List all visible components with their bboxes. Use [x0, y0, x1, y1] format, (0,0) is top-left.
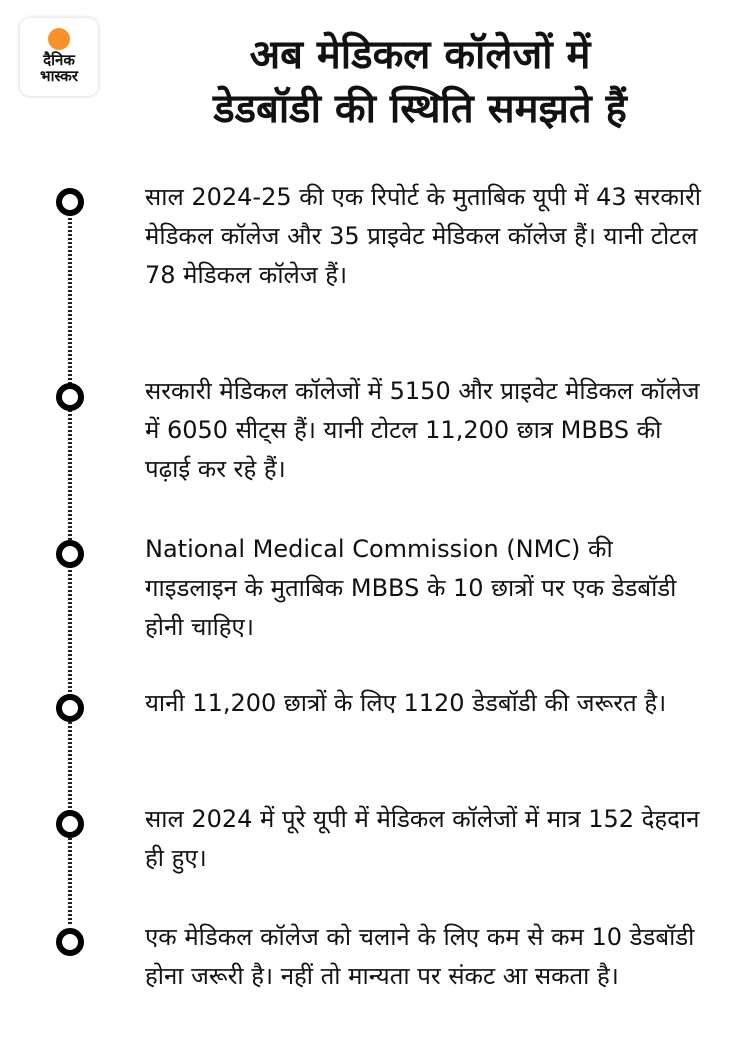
- timeline-node-icon: [56, 188, 84, 216]
- timeline-node-icon: [56, 928, 84, 956]
- timeline-dotted-line: [68, 214, 72, 926]
- timeline-node-icon: [56, 810, 84, 838]
- timeline-node-icon: [56, 383, 84, 411]
- timeline-item: यानी 11,200 छात्रों के लिए 1120 डेडबॉडी …: [145, 689, 667, 717]
- timeline-node-icon: [56, 540, 84, 568]
- timeline-item: National Medical Commission (NMC) की गाइ…: [145, 535, 677, 641]
- title-line-2: डेडबॉडी की स्थिति समझते हैं: [213, 86, 627, 132]
- dainik-bhaskar-logo: दैनिक भास्कर: [20, 18, 98, 96]
- timeline-item: साल 2024-25 की एक रिपोर्ट के मुताबिक यूप…: [145, 183, 702, 289]
- timeline-node-icon: [56, 694, 84, 722]
- page-title: अब मेडिकल कॉलेजों में डेडबॉडी की स्थिति …: [110, 28, 730, 136]
- logo-text-1: दैनिक: [43, 51, 75, 69]
- timeline-item: साल 2024 में पूरे यूपी में मेडिकल कॉलेजो…: [145, 805, 700, 872]
- title-line-1: अब मेडिकल कॉलेजों में: [249, 32, 591, 78]
- logo-sun-dot: [48, 28, 70, 50]
- logo-text-2: भास्कर: [40, 67, 78, 85]
- timeline-item: सरकारी मेडिकल कॉलेजों में 5150 और प्राइव…: [145, 377, 700, 483]
- timeline-item: एक मेडिकल कॉलेज को चलाने के लिए कम से कम…: [145, 923, 695, 990]
